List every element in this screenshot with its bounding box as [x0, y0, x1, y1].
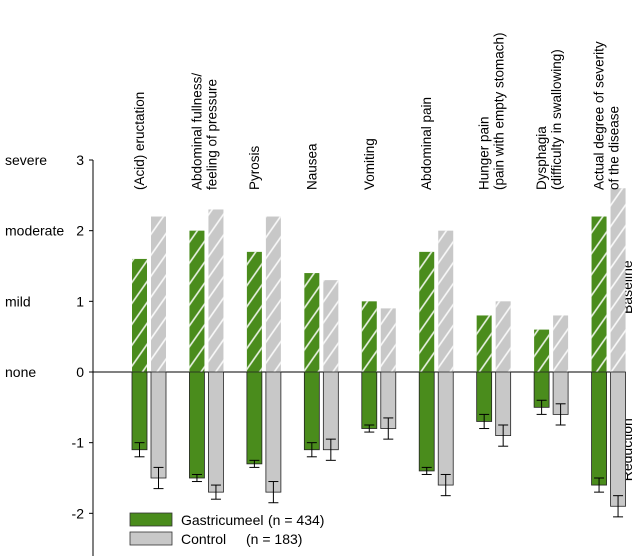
reduction-bar — [208, 371, 224, 493]
category-label-line: of the disease — [607, 106, 622, 190]
category-label-line: (pain with empty stomach) — [492, 32, 507, 190]
baseline-bar-hatch — [591, 216, 607, 372]
baseline-bar-hatch — [495, 301, 511, 372]
y-tick-word: moderate — [5, 223, 64, 239]
legend-series-name: Control — [181, 531, 226, 547]
baseline-bar-hatch — [304, 273, 320, 372]
category-label-line: (difficulty in swallowing) — [549, 49, 564, 190]
baseline-bar-hatch — [476, 315, 492, 372]
baseline-bar-hatch — [534, 329, 550, 372]
reduction-bar — [131, 371, 148, 451]
y-tick-word: none — [5, 364, 36, 380]
baseline-bar-hatch — [208, 209, 224, 372]
category-labels: (Acid) eructation Abdominal fullness/feel… — [132, 32, 622, 190]
reduction-bar — [246, 371, 263, 465]
reduction-bar — [265, 371, 282, 493]
category-label-line: Actual degree of severity — [592, 41, 607, 190]
category-label-line: (Acid) eructation — [132, 92, 147, 190]
baseline-bar-hatch — [438, 230, 454, 372]
baseline-bar-hatch — [610, 188, 626, 372]
baseline-bar-hatch — [265, 216, 281, 372]
y-tick-label: -1 — [72, 435, 85, 451]
category-label-line: Vomiting — [362, 138, 377, 190]
category-label-line: Pyrosis — [247, 145, 262, 190]
legend-series-n: (n = 434) — [268, 512, 324, 528]
baseline-bar-hatch — [189, 230, 205, 372]
reduction-bar — [189, 371, 205, 479]
legend-swatch — [129, 512, 173, 527]
reduction-bar — [437, 371, 454, 486]
category-label-line: Abdominal pain — [419, 97, 434, 190]
baseline-bar-hatch — [419, 251, 435, 372]
category-label-line: feeling of pressure — [204, 79, 219, 190]
category-label: Hunger pain(pain with empty stomach) — [477, 32, 507, 190]
legend-series-name: Gastricumeel — [181, 512, 263, 528]
category-label-line: Nausea — [304, 143, 319, 190]
reduction-bar — [322, 371, 339, 451]
reduction-bar — [610, 371, 626, 507]
reduction-bar — [591, 371, 607, 486]
y-tick-label: 2 — [76, 223, 84, 239]
baseline-bar-hatch — [151, 216, 166, 372]
category-label: Vomiting — [362, 138, 377, 190]
legend-series-n: (n = 183) — [246, 531, 302, 547]
category-label: Actual degree of severityof the disease — [592, 41, 622, 190]
reduction-bar — [303, 371, 320, 451]
y-tick-word: mild — [5, 293, 31, 309]
legend-swatch — [129, 531, 173, 546]
reduction-bar — [418, 371, 435, 472]
y-tick-label: 1 — [76, 293, 84, 309]
legend: Gastricumeel (n = 434) Control (n = 183) — [129, 512, 324, 547]
baseline-bar-hatch — [323, 280, 339, 372]
y-tick-label: 0 — [76, 364, 84, 380]
reduction-bar — [361, 371, 378, 429]
category-label: Pyrosis — [247, 145, 262, 190]
bars — [131, 188, 626, 518]
y-tick-label: -2 — [72, 505, 85, 521]
reduction-bar — [150, 371, 167, 479]
baseline-bar-hatch — [553, 315, 569, 372]
category-label: Nausea — [304, 143, 319, 190]
category-label: Abdominal fullness/feeling of pressure — [189, 73, 219, 190]
y-tick-word: severe — [5, 152, 47, 168]
category-label-line: Dysphagia — [534, 126, 549, 190]
y-tick-label: 3 — [76, 152, 84, 168]
baseline-bar-hatch — [361, 301, 377, 372]
baseline-bar-hatch — [246, 251, 262, 372]
category-label: (Acid) eructation — [132, 92, 147, 190]
baseline-bar-hatch — [132, 258, 147, 372]
category-label-line: Abdominal fullness/ — [189, 73, 204, 190]
baseline-bar-hatch — [380, 308, 396, 372]
category-label: Dysphagia(difficulty in swallowing) — [534, 49, 564, 190]
category-label: Abdominal pain — [419, 97, 434, 190]
category-label-line: Hunger pain — [477, 116, 492, 190]
